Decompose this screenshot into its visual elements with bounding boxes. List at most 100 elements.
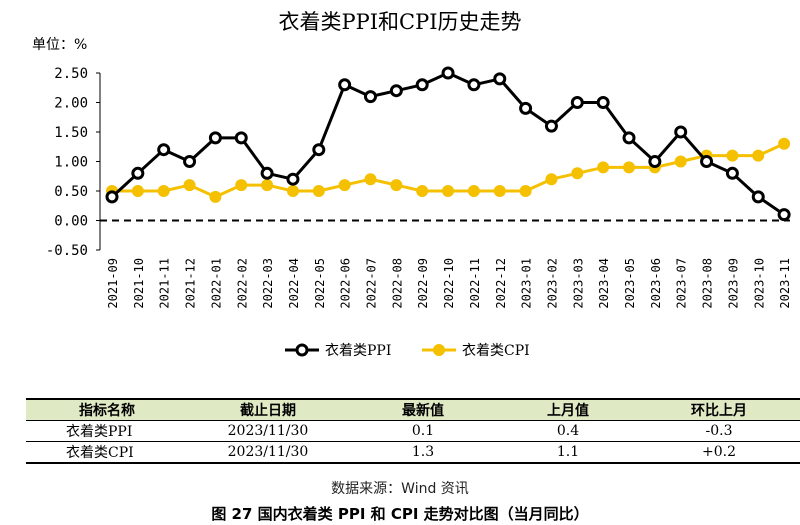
- x-tick-label: 2023-03: [571, 258, 585, 309]
- table-header-row: 指标名称 截止日期 最新值 上月值 环比上月: [26, 398, 800, 421]
- x-tick-label: 2022-08: [390, 258, 404, 309]
- data-point: [183, 155, 197, 168]
- data-point: [725, 166, 739, 180]
- table-cell: 0.1: [348, 420, 498, 442]
- y-tick-label: 2.50: [54, 66, 88, 82]
- data-point: [493, 185, 506, 197]
- table-cell: 衣着类CPI: [26, 441, 188, 464]
- data-point: [157, 143, 171, 157]
- data-point: [674, 125, 688, 139]
- data-point: [260, 166, 274, 180]
- x-tick-label: 2022-06: [339, 258, 353, 309]
- x-tick-label: 2022-03: [261, 258, 275, 309]
- table-cell: +0.2: [638, 441, 800, 464]
- x-tick-label: 2023-04: [597, 258, 611, 309]
- x-tick-label: 2023-05: [623, 258, 637, 309]
- x-tick-label: 2023-11: [778, 258, 792, 309]
- data-point: [752, 149, 765, 162]
- legend-label: 衣着类PPI: [325, 343, 391, 359]
- legend-marker: [433, 344, 445, 356]
- data-point: [157, 185, 170, 197]
- data-point: [208, 131, 222, 145]
- legend-label: 衣着类CPI: [462, 343, 530, 359]
- data-point: [544, 119, 558, 133]
- data-point: [131, 166, 145, 180]
- data-point: [312, 185, 325, 197]
- data-point: [286, 172, 300, 186]
- x-tick-label: 2023-06: [649, 258, 663, 309]
- data-point: [467, 78, 481, 92]
- data-point: [105, 190, 119, 204]
- y-tick-label: 1.00: [54, 155, 88, 171]
- data-point: [519, 101, 533, 115]
- x-tick-label: 2022-09: [416, 258, 430, 309]
- data-point: [545, 173, 558, 186]
- data-point: [519, 185, 532, 197]
- data-point: [726, 149, 739, 162]
- data-point: [751, 190, 765, 204]
- table-cell: 0.4: [498, 420, 638, 442]
- x-tick-label: 2022-04: [287, 258, 301, 309]
- table-row: 衣着类PPI 2023/11/30 0.1 0.4 -0.3: [26, 420, 800, 442]
- data-point: [364, 173, 377, 186]
- data-point: [286, 185, 299, 197]
- data-point: [390, 179, 403, 192]
- x-tick-label: 2023-02: [545, 258, 559, 309]
- x-tick-label: 2023-09: [726, 258, 740, 309]
- data-point: [493, 72, 507, 86]
- data-point: [131, 185, 144, 197]
- y-tick-label: 2.00: [54, 96, 88, 112]
- x-tick-label: 2021-09: [106, 258, 120, 309]
- y-tick-label: 0.50: [54, 184, 88, 200]
- figure-caption: 图 27 国内衣着类 PPI 和 CPI 走势对比图（当月同比）: [211, 505, 589, 523]
- x-tick-label: 2022-01: [209, 258, 223, 309]
- x-tick-label: 2023-01: [520, 258, 534, 309]
- data-point: [571, 167, 584, 180]
- table-row: 衣着类CPI 2023/11/30 1.3 1.1 +0.2: [26, 441, 800, 464]
- data-source: 数据来源：Wind 资讯: [331, 481, 469, 497]
- y-tick-label: -0.50: [46, 243, 88, 259]
- table-header-cell: 指标名称: [26, 398, 188, 421]
- unit-label: 单位：%: [32, 37, 87, 53]
- table-header-cell: 最新值: [348, 398, 498, 421]
- y-tick-label: 1.50: [54, 125, 88, 141]
- x-tick-label: 2022-10: [442, 258, 456, 309]
- data-point: [312, 143, 326, 157]
- x-tick-label: 2023-10: [752, 258, 766, 309]
- x-tick-label: 2023-07: [675, 258, 689, 309]
- table-header-cell: 截止日期: [188, 398, 348, 421]
- data-point: [389, 84, 403, 98]
- x-tick-label: 2022-11: [468, 258, 482, 309]
- x-tick-label: 2021-12: [184, 258, 198, 309]
- y-tick-label: 0.00: [54, 214, 88, 230]
- data-point: [338, 78, 352, 92]
- table-cell: 1.1: [498, 441, 638, 464]
- x-tick-label: 2022-02: [235, 258, 249, 309]
- data-point: [234, 131, 248, 145]
- data-point: [596, 96, 610, 109]
- data-point: [442, 185, 455, 197]
- x-tick-label: 2022-12: [494, 258, 508, 309]
- x-tick-label: 2022-07: [365, 258, 379, 309]
- table-cell: -0.3: [638, 420, 800, 442]
- data-point: [338, 179, 351, 192]
- data-point: [467, 185, 480, 197]
- x-tick-label: 2022-05: [313, 258, 327, 309]
- data-point: [777, 208, 791, 222]
- data-point: [415, 78, 429, 92]
- table-cell: 衣着类PPI: [26, 420, 188, 442]
- data-point: [209, 190, 222, 203]
- data-point: [570, 96, 584, 109]
- table-header-cell: 上月值: [498, 398, 638, 421]
- x-tick-label: 2021-10: [132, 258, 146, 309]
- data-point: [183, 179, 196, 192]
- table-header-cell: 环比上月: [638, 398, 800, 421]
- chart-title: 衣着类PPI和CPI历史走势: [278, 10, 521, 34]
- summary-table: 指标名称 截止日期 最新值 上月值 环比上月 衣着类PPI 2023/11/30…: [26, 398, 800, 464]
- line-chart: 衣着类PPI和CPI历史走势 单位：% 2.50 2.00 1.50 1.00 0.50…: [32, 10, 792, 359]
- data-point: [674, 155, 687, 168]
- data-point: [648, 155, 662, 168]
- x-tick-label: 2023-08: [701, 258, 715, 309]
- data-point: [416, 185, 429, 197]
- legend-marker: [295, 343, 309, 357]
